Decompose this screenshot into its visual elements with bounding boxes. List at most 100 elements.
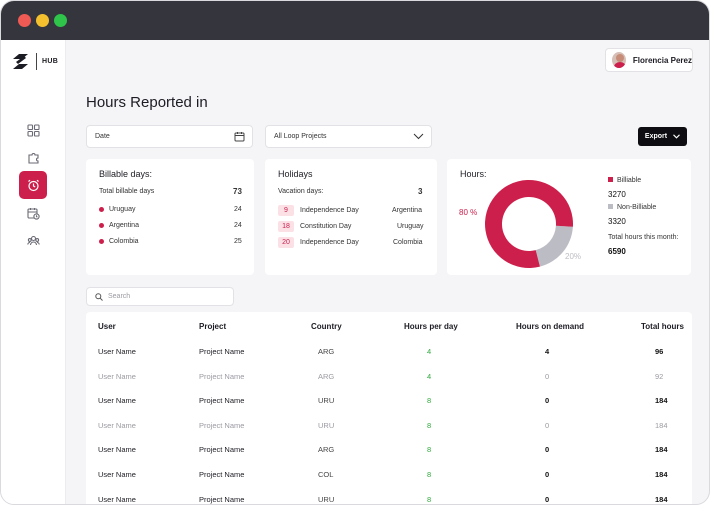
column-header-hours-per-day[interactable]: Hours per day [404,322,458,331]
table-cell-user: User Name [98,494,136,504]
holidays-title: Holidays [278,169,313,179]
table-cell-user: User Name [98,470,136,479]
holiday-name: Independence Day [300,239,359,246]
date-field[interactable]: Date [86,125,253,148]
nonbillable-percent-label: 20% [565,252,582,261]
nonbillable-hours-value: 3320 [608,217,626,226]
table-cell-country: COL [318,470,334,479]
nav-hours[interactable] [19,171,47,199]
holiday-date-badge: 18 [278,221,294,232]
table-cell-country: ARG [318,347,335,356]
table-cell-user: User Name [98,347,136,356]
billable-days-title: Billable days: [99,169,153,179]
close-window-button[interactable] [18,14,31,27]
table-cell-user: User Name [98,445,136,455]
column-header-total-hours[interactable]: Total hours [641,322,684,331]
table-cell-project: Project Name [199,470,245,479]
table-cell-project: Project Name [199,420,245,430]
holiday-name: Independence Day [300,207,359,214]
table-cell-total: 96 [655,347,664,356]
table-cell-user: User Name [98,396,136,406]
country-name: Uruguay [109,206,136,213]
column-header-project[interactable]: Project [199,322,227,331]
nav-calendar[interactable] [19,199,47,227]
date-field-label: Date [95,133,110,140]
column-header-user[interactable]: User [98,322,116,331]
table-cell-per-day: 4 [427,347,432,356]
project-select-value: All Loop Projects [274,133,327,140]
country-bullet [99,207,104,212]
brand-logo[interactable]: HUB [11,52,58,70]
table-cell-on-demand: 0 [545,396,550,406]
table-cell-project: Project Name [199,445,245,455]
table-cell-on-demand: 0 [545,420,550,430]
puzzle-icon [27,152,39,164]
table-cell-total: 184 [655,420,668,430]
maximize-window-button[interactable] [54,14,67,27]
legend-swatch [608,177,613,182]
total-billable-row: Total billable days 73 [99,187,246,196]
table-cell-country: URU [318,396,335,406]
total-hours-value: 6590 [608,247,626,256]
table-cell-on-demand: 0 [545,494,550,504]
export-button[interactable]: Export [638,127,687,146]
billable-hours-value: 3270 [608,190,626,199]
vacation-value: 3 [418,187,423,196]
legend-nonbillable: Non-Billiable [608,204,656,211]
nav-team[interactable] [19,226,47,254]
column-header-country[interactable]: Country [311,322,342,331]
total-billable-label: Total billable days [99,188,155,195]
calendar-clock-icon [26,207,40,220]
table-cell-per-day: 8 [427,445,432,455]
table-cell-user: User Name [98,371,136,381]
user-menu[interactable]: Florencia Perez [605,48,693,72]
nav-projects[interactable] [19,143,47,171]
holiday-country: Uruguay [397,223,424,230]
alarm-clock-icon [27,179,39,191]
total-billable-value: 73 [233,187,242,196]
table-cell-total: 184 [655,470,668,479]
table-cell-country: URU [318,494,335,504]
team-icon [26,235,40,245]
holiday-date-badge: 20 [278,237,294,248]
table-cell-project: Project Name [199,396,245,406]
holiday-date-badge: 9 [278,205,294,216]
sidebar: HUB [1,40,66,504]
country-bullet [99,239,104,244]
hours-title: Hours: [460,169,487,179]
search-input[interactable]: Search [86,287,234,306]
project-select[interactable]: All Loop Projects [265,125,432,148]
brand-divider [36,52,37,70]
country-bullet [99,223,104,228]
holiday-name: Constitution Day [300,223,352,230]
table-cell-total: 184 [655,494,668,504]
brand-text: HUB [42,57,59,65]
user-name: Florencia Perez [632,55,692,65]
country-row: Colombia 25 [99,238,246,245]
table-cell-total: 184 [655,396,668,406]
table-cell-country: URU [318,420,335,430]
table-cell-on-demand: 4 [545,347,550,356]
column-header-hours-on-demand[interactable]: Hours on demand [516,322,585,331]
nonbillable-slice[interactable] [535,225,573,267]
billable-slice[interactable] [485,180,573,268]
table-cell-total: 184 [655,445,668,455]
table-cell-on-demand: 0 [545,445,550,455]
country-value: 25 [234,238,242,245]
logo-mark-icon [13,53,28,69]
table-cell-on-demand: 0 [545,371,550,381]
legend-nonbillable-label: Non-Billiable [617,204,657,211]
country-value: 24 [234,222,242,229]
table-cell-per-day: 8 [427,470,432,479]
legend-billable: Billiable [608,177,641,184]
nav-dashboard[interactable] [19,116,47,144]
legend-swatch [608,204,613,209]
table-cell-country: ARG [318,445,335,455]
page-title: Hours Reported in [86,94,208,111]
holiday-country: Argentina [392,207,422,214]
dashboard-icon [26,123,40,137]
minimize-window-button[interactable] [36,14,49,27]
holiday-row: 9 Independence Day Argentina [278,205,428,216]
title-bar [1,1,709,40]
